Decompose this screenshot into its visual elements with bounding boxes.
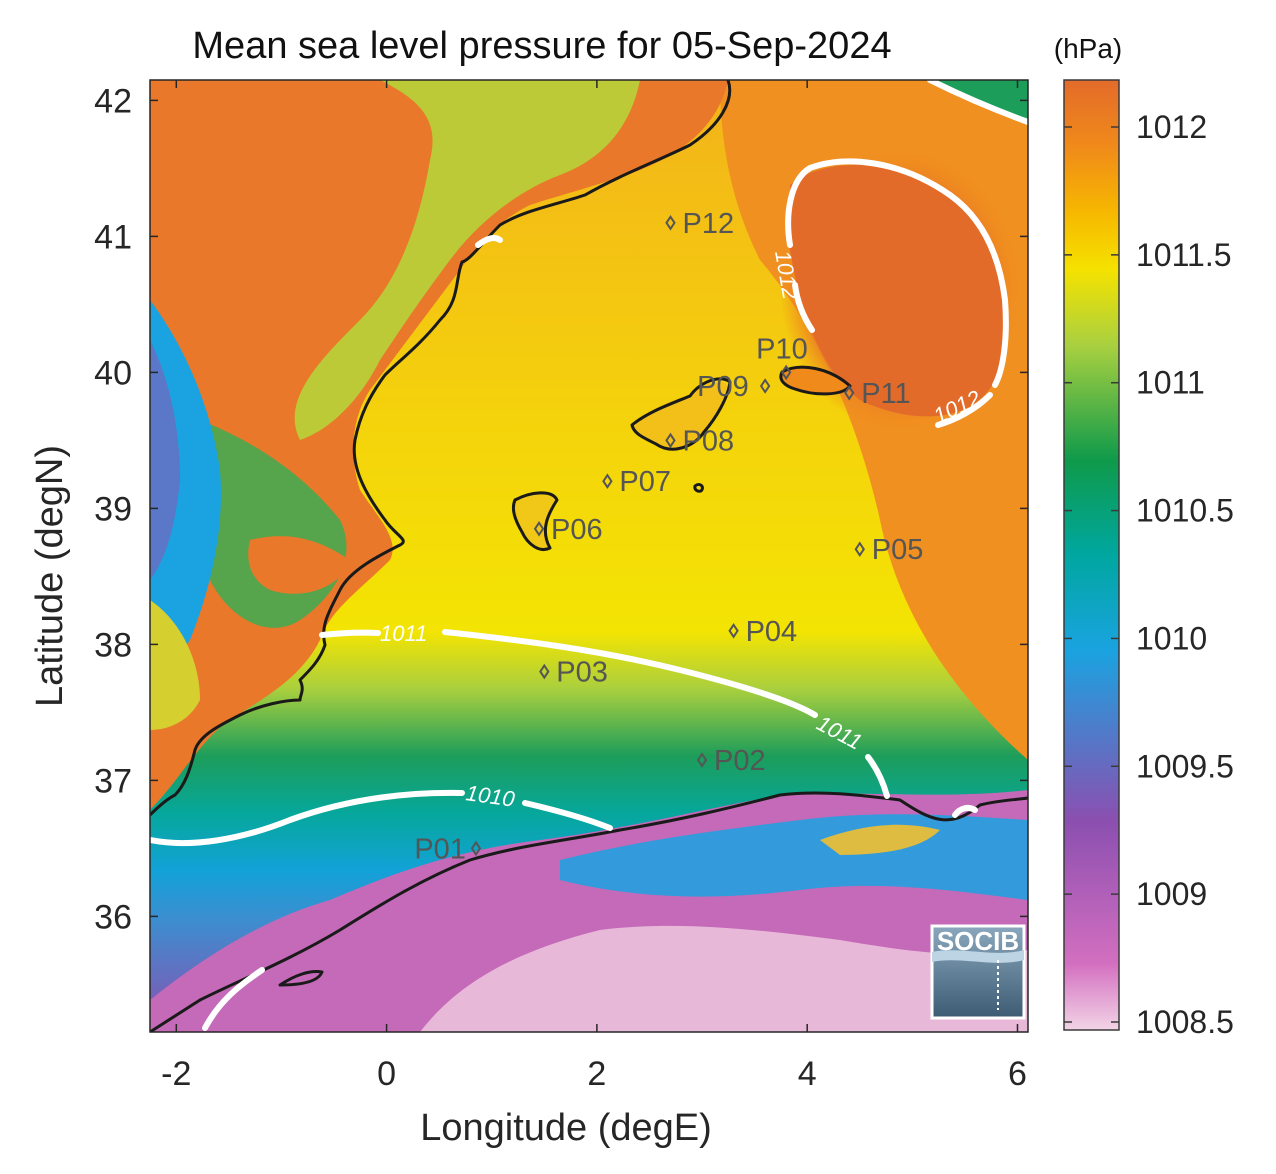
- point-p05: P05: [854, 534, 924, 566]
- point-label: P09: [697, 371, 749, 403]
- colorbar-tick-label: 1010: [1136, 620, 1207, 656]
- point-label: P11: [861, 378, 910, 410]
- colorbar-gradient: [1063, 79, 1120, 1031]
- point-p03: P03: [539, 657, 608, 689]
- point-label: P03: [556, 657, 608, 689]
- point-p02: P02: [696, 745, 766, 777]
- point-label: P06: [551, 514, 603, 546]
- point-label: P02: [714, 745, 766, 777]
- map-field: 1012 1012 1011 1011 1010 P01P02P03P04P05…: [150, 80, 1028, 1032]
- x-tick-label: 4: [798, 1055, 817, 1093]
- point-label: P12: [682, 208, 734, 240]
- y-tick-label: 38: [94, 626, 132, 664]
- pressure-contours: [150, 80, 1028, 1031]
- colorbar-tick-label: 1011.5: [1136, 237, 1232, 273]
- point-p04: P04: [728, 616, 798, 648]
- point-p07: P07: [602, 466, 671, 498]
- point-marker-icon: [854, 541, 865, 558]
- map-frame: [149, 79, 1029, 1033]
- coastline: [150, 80, 1028, 1032]
- y-tick-label: 41: [94, 218, 132, 256]
- point-label: P04: [746, 616, 798, 648]
- x-tick-label: 6: [1008, 1055, 1027, 1093]
- x-tick-label: -2: [161, 1055, 191, 1093]
- colorbar-ticks: 1008.5 1009 1009.5 1010 1010.5 1011 1011.5 1012: [1064, 109, 1234, 1040]
- x-tick-label: 2: [587, 1055, 606, 1093]
- point-label: P10: [756, 333, 808, 365]
- point-marker-icon: [665, 214, 676, 231]
- y-tick-label: 39: [94, 490, 132, 528]
- point-marker-icon: [533, 520, 545, 537]
- point-marker-icon: [665, 432, 676, 449]
- y-tick-label: 40: [94, 354, 132, 392]
- point-label: P07: [619, 466, 671, 498]
- y-tick-label: 42: [94, 82, 132, 120]
- point-marker-icon: [696, 752, 708, 768]
- colorbar-unit: (hPa): [1054, 33, 1122, 64]
- colorbar-tick-label: 1008.5: [1136, 1004, 1234, 1040]
- point-p11: P11: [844, 378, 911, 410]
- colorbar: (hPa) 1008.5 1009 1009.5 1010 1010.5 1011 1011…: [1054, 33, 1234, 1040]
- x-axis-title: Longitude (degE): [420, 1107, 712, 1149]
- point-p12: P12: [665, 208, 734, 240]
- point-marker-icon: [844, 384, 855, 401]
- map-axes: -2 0 2 4 6 36 37 38 39 40 41 42: [94, 80, 1028, 1093]
- colorbar-tick-label: 1012: [1136, 109, 1207, 145]
- point-p08: P08: [665, 425, 734, 457]
- point-marker-icon: [780, 364, 792, 381]
- point-marker-icon: [539, 663, 550, 680]
- point-p01: P01: [414, 833, 482, 865]
- colorbar-tick-label: 1011: [1136, 365, 1205, 401]
- colorbar-tick-label: 1010.5: [1136, 493, 1234, 529]
- point-p10: P10: [756, 333, 808, 381]
- y-tick-label: 36: [94, 898, 132, 936]
- point-label: P01: [414, 833, 466, 865]
- y-axis-title: Latitude (degN): [29, 445, 71, 707]
- point-p06: P06: [533, 514, 603, 546]
- contour-label-1011-a: 1011: [380, 621, 427, 646]
- socib-logo: SOCIB: [930, 924, 1026, 1020]
- socib-logo-text: SOCIB: [937, 926, 1019, 956]
- point-marker-icon: [759, 378, 771, 394]
- point-p09: P09: [697, 371, 771, 403]
- point-marker-icon: [728, 622, 739, 639]
- map-title: Mean sea level pressure for 05-Sep-2024: [192, 25, 891, 67]
- y-tick-label: 37: [94, 762, 132, 800]
- colorbar-tick-label: 1009: [1136, 876, 1207, 912]
- point-marker-icon: [602, 473, 613, 490]
- colorbar-tick-label: 1009.5: [1136, 748, 1234, 784]
- point-marker-icon: [470, 840, 482, 857]
- point-label: P08: [682, 425, 734, 457]
- x-tick-label: 0: [377, 1055, 396, 1093]
- point-label: P05: [872, 534, 924, 566]
